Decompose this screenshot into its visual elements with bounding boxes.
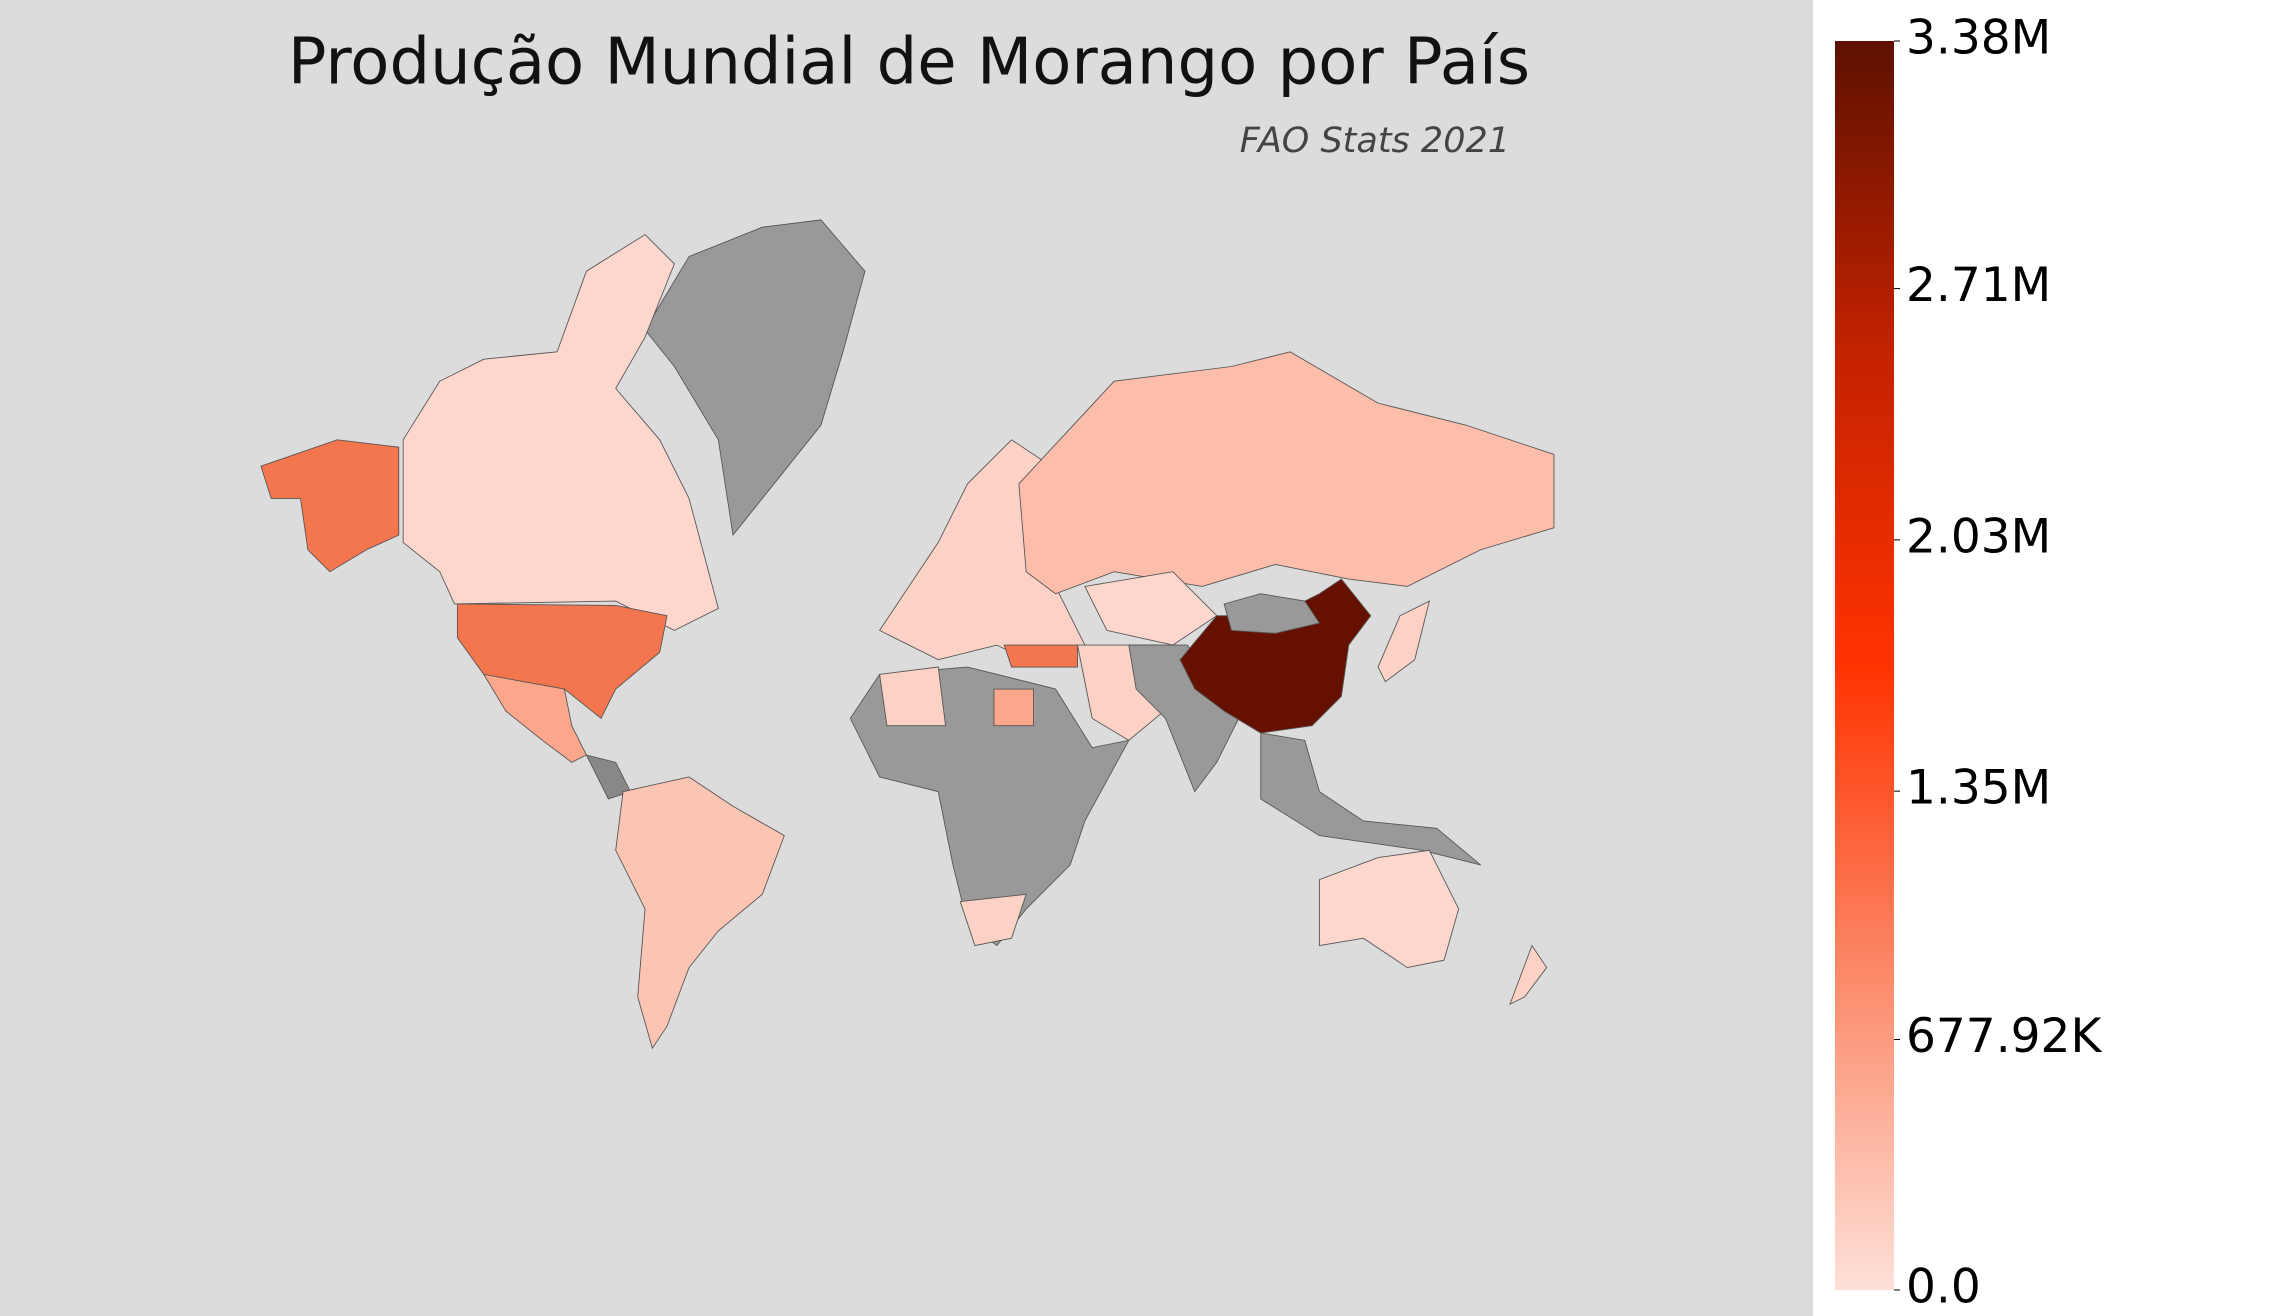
new-zealand [1509,944,1548,1006]
colorbar-tick-label: 0.0 [1906,1260,1981,1315]
australia [1318,849,1460,969]
southeast-asia [1260,732,1481,866]
africa [849,666,1130,947]
south-america [615,776,785,1050]
colorbar-tick-label: 2.03M [1906,509,2051,564]
japan [1377,600,1431,683]
colorbar [1835,41,1894,1290]
north-africa [879,666,947,727]
usa [456,603,668,720]
turkey [1003,644,1078,668]
russia [1018,351,1555,595]
world-map [260,219,1555,1050]
colorbar-tick-label: 2.71M [1906,258,2051,313]
mexico [482,673,587,763]
mongolia [1223,593,1321,634]
greenland [644,219,866,537]
egypt [993,688,1034,727]
alaska [260,439,400,573]
chart-title: Produção Mundial de Morango por País [288,26,1530,100]
kazakhstan [1084,571,1218,646]
south-africa [959,893,1027,947]
canada [402,234,719,631]
map-background [0,0,1813,1316]
colorbar-tick-label: 677.92K [1906,1009,2102,1064]
colorbar-tick-label: 1.35M [1906,761,2051,816]
colorbar-tick-label: 3.38M [1906,11,2051,66]
chart-subtitle: FAO Stats 2021 [1240,121,1510,161]
